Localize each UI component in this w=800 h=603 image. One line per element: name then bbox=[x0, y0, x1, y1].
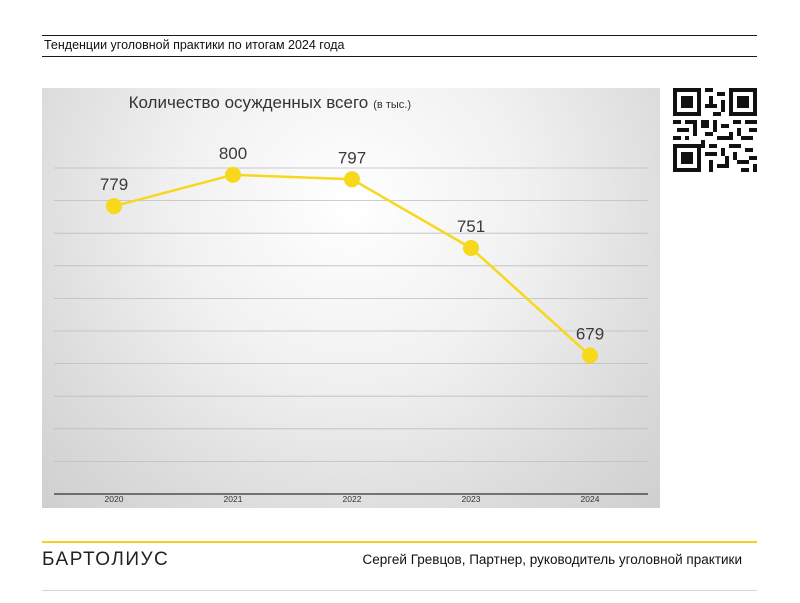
top-rule bbox=[42, 35, 757, 36]
chart-title-text: Количество осужденных всего bbox=[129, 93, 369, 112]
data-point-2024 bbox=[582, 347, 598, 364]
x-tick-label-2020: 2020 bbox=[105, 494, 124, 504]
data-point-2021 bbox=[225, 166, 241, 183]
data-point-2023 bbox=[463, 240, 479, 257]
x-tick-label-2022: 2022 bbox=[343, 494, 362, 504]
data-label-2020: 779 bbox=[100, 175, 128, 194]
brand-logo: БАРТОЛИУС bbox=[42, 549, 170, 570]
gridlines bbox=[54, 167, 648, 495]
data-point-2020 bbox=[106, 198, 122, 215]
page-title: Тенденции уголовной практики по итогам 2… bbox=[44, 38, 345, 52]
data-label-2023: 751 bbox=[457, 217, 485, 236]
chart-panel: Количество осужденных всего (в тыс.) 779 8… bbox=[42, 88, 660, 508]
header-rule bbox=[42, 56, 757, 57]
qr-code-icon bbox=[673, 88, 757, 172]
x-tick-label-2024: 2024 bbox=[581, 494, 600, 504]
data-label-2022: 797 bbox=[338, 148, 366, 167]
chart-title-unit: (в тыс.) bbox=[373, 99, 411, 111]
data-label-2024: 679 bbox=[576, 325, 604, 344]
data-point-2022 bbox=[344, 171, 360, 188]
series-line bbox=[113, 173, 591, 357]
footer-accent-line bbox=[42, 541, 757, 543]
author-credit: Сергей Гревцов, Партнер, руководитель уг… bbox=[362, 552, 742, 567]
line-chart: Количество осужденных всего (в тыс.) 779 8… bbox=[54, 93, 648, 504]
x-tick-label-2021: 2021 bbox=[224, 494, 243, 504]
data-label-2021: 800 bbox=[219, 144, 247, 163]
chart-title: Количество осужденных всего (в тыс.) bbox=[129, 93, 411, 112]
x-tick-label-2023: 2023 bbox=[462, 494, 481, 504]
footer-bottom-line bbox=[42, 590, 757, 591]
